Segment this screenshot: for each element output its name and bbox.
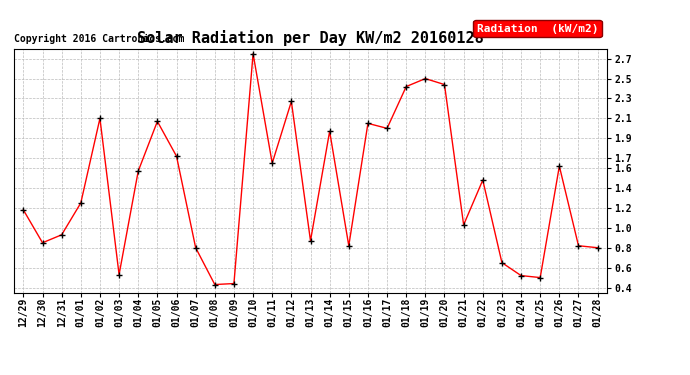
Text: Copyright 2016 Cartronics.com: Copyright 2016 Cartronics.com xyxy=(14,34,184,44)
Legend: Radiation  (kW/m2): Radiation (kW/m2) xyxy=(473,20,602,37)
Title: Solar Radiation per Day KW/m2 20160128: Solar Radiation per Day KW/m2 20160128 xyxy=(137,30,484,46)
